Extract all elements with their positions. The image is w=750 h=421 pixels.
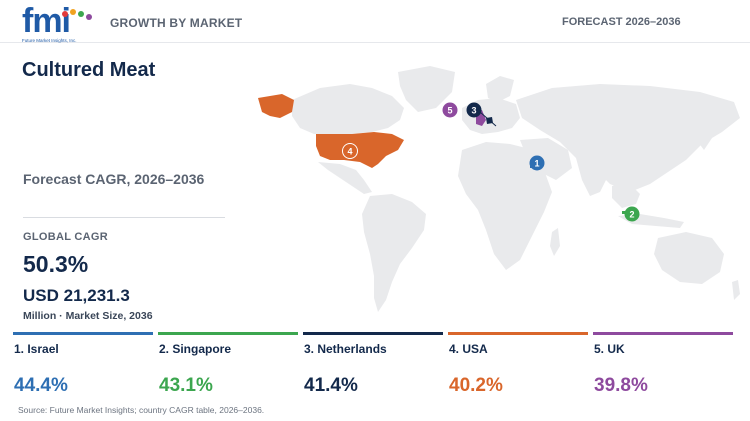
land-southeast-asia [612,182,640,208]
country-card-singapore[interactable]: 2. Singapore 43.1% [158,332,298,402]
country-card-uk[interactable]: 5. UK 39.8% [593,332,733,402]
marker-rank-label: 1 [534,159,539,169]
fmi-logo[interactable]: fmi Future Market Insights, Inc. [22,3,92,43]
source-note: Source: Future Market Insights; country … [18,405,265,415]
country-name: 3. Netherlands [304,342,387,356]
marker-rank-label: 3 [471,106,476,116]
land-scandinavia [486,76,514,102]
market-size-value: USD 21,231.3 [23,286,130,305]
page-title: Cultured Meat [22,59,156,81]
country-name: 2. Singapore [159,342,232,356]
section-label: GROWTH BY MARKET [110,16,243,30]
land-south-america [362,194,426,312]
marker-netherlands[interactable]: 3 [466,102,482,118]
land-usa-alaska [258,94,294,118]
country-cagr: 41.4% [304,375,358,396]
page-subtitle: Forecast CAGR, 2026–2036 [23,171,205,187]
country-cagr: 44.4% [14,375,68,396]
marker-singapore[interactable]: 2 [624,206,640,222]
land-africa [458,142,552,270]
country-cards: 1. Israel 44.4% 2. Singapore 43.1% 3. Ne… [13,332,750,402]
card-accent-bar [448,332,588,335]
country-cagr: 39.8% [594,375,648,396]
land-mexico [318,162,372,194]
country-name: 5. UK [594,342,625,356]
country-card-israel[interactable]: 1. Israel 44.4% [13,332,153,402]
land-usa [316,132,404,168]
country-card-netherlands[interactable]: 3. Netherlands 41.4% [303,332,443,402]
land-asia [516,84,740,192]
logo-text: fmi [22,2,71,40]
land-new-zealand [732,280,740,300]
land-canada [292,84,404,134]
marker-rank-label: 5 [447,106,452,116]
marker-usa[interactable]: 4 [342,143,358,159]
land-india [576,156,610,196]
marker-leader-line [479,111,497,127]
forecast-label: FORECAST 2026–2036 [562,16,681,28]
country-name: 1. Israel [14,342,59,356]
land-japan [698,124,712,150]
card-accent-bar [593,332,733,335]
marker-rank-label: 2 [629,210,634,220]
global-cagr-value: 50.3% [23,251,89,277]
card-accent-bar [158,332,298,335]
land-greenland [398,66,455,112]
divider [23,217,225,218]
land-australia [654,232,724,284]
logo-tagline: Future Market Insights, Inc. [22,38,77,43]
marker-rank-label: 4 [347,147,352,157]
header: fmi Future Market Insights, Inc. GROWTH … [0,0,750,43]
country-card-usa[interactable]: 4. USA 40.2% [448,332,588,402]
marker-uk[interactable]: 5 [442,102,458,118]
land-madagascar [550,228,560,256]
marker-israel[interactable]: 1 [529,155,545,171]
global-cagr-label: GLOBAL CAGR [23,231,108,243]
country-cagr: 43.1% [159,375,213,396]
market-size-unit: Million · Market Size, 2036 [23,310,153,322]
world-map: 1 2 3 4 5 [258,66,740,312]
land-masses [292,66,740,312]
card-accent-bar [13,332,153,335]
land-middle-east [520,138,572,180]
country-name: 4. USA [449,342,488,356]
country-cagr: 40.2% [449,375,503,396]
card-accent-bar [303,332,443,335]
